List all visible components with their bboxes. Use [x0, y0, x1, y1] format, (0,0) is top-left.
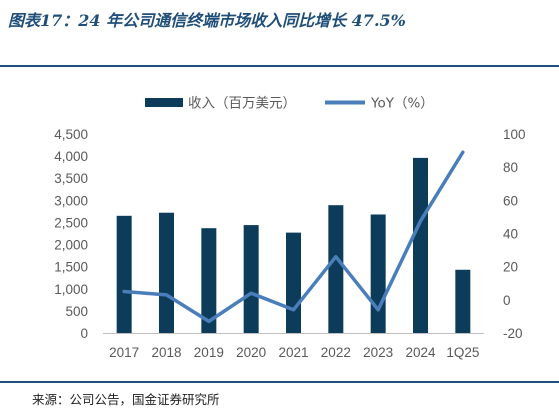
right-axis-tick-label: 20: [503, 260, 518, 275]
x-axis-tick-label: 2019: [194, 345, 224, 360]
bar-2023: [370, 214, 386, 333]
x-axis-tick-label: 2023: [363, 345, 393, 360]
right-y-axis: -20 0 20 40 60 80 100: [503, 127, 526, 341]
bar-2022: [328, 205, 344, 333]
source-note: 来源：公司公告，国金证券研究所: [32, 392, 220, 407]
chart-title: 图表17：24 年公司通信终端市场收入同比增长 47.5%: [8, 11, 406, 30]
footer-divider: [0, 381, 559, 383]
line-series: [122, 150, 465, 324]
x-axis-tick-label: 2024: [405, 345, 436, 360]
bar-2017: [116, 215, 132, 333]
right-axis-tick-label: 60: [503, 193, 518, 208]
x-axis-tick-label: 2021: [278, 345, 308, 360]
x-axis-tick-label: 2017: [109, 345, 139, 360]
bar-series: [116, 157, 471, 333]
left-axis-tick-label: 3,000: [54, 193, 88, 208]
left-axis-tick-label: 4,000: [54, 149, 88, 164]
bar-2021: [286, 232, 301, 333]
x-axis-tick-label: 1Q25: [446, 345, 479, 360]
x-axis: 2017 2018 2019 2020 2021 2022 2023 2024 1Q25: [103, 333, 484, 360]
legend-label-yoy: YoY（%）: [370, 96, 434, 112]
legend: 收入（百万美元） YoY（%）: [145, 96, 434, 112]
left-axis-tick-label: 2,000: [54, 238, 88, 253]
x-axis-tick-label: 2022: [321, 345, 351, 360]
legend-swatch-revenue: [145, 98, 183, 107]
left-axis-tick-label: 500: [65, 304, 88, 319]
right-axis-tick-label: 80: [503, 160, 518, 175]
right-axis-tick-label: 0: [503, 293, 511, 308]
bar-2019: [201, 228, 217, 333]
title-divider: [0, 65, 559, 67]
right-axis-tick-label: 100: [503, 127, 526, 142]
left-axis-tick-label: 0: [80, 326, 88, 341]
left-axis-tick-label: 2,500: [54, 215, 88, 230]
bar-2020: [243, 225, 259, 333]
left-axis-tick-label: 1,000: [54, 282, 88, 297]
left-axis-tick-label: 3,500: [54, 171, 88, 186]
legend-label-revenue: 收入（百万美元）: [188, 96, 296, 112]
bar-1Q25: [455, 269, 471, 333]
left-y-axis: 0 500 1,000 1,500 2,000 2,500 3,000 3,500 4,000 4…: [54, 127, 88, 341]
bar-2018: [159, 212, 174, 333]
x-axis-tick-label: 2020: [236, 345, 266, 360]
bar-2024: [413, 157, 428, 333]
right-axis-tick-label: -20: [503, 326, 523, 341]
left-axis-tick-label: 1,500: [54, 260, 88, 275]
right-axis-tick-label: 40: [503, 227, 518, 242]
x-axis-tick-label: 2018: [151, 345, 181, 360]
left-axis-tick-label: 4,500: [54, 127, 88, 142]
